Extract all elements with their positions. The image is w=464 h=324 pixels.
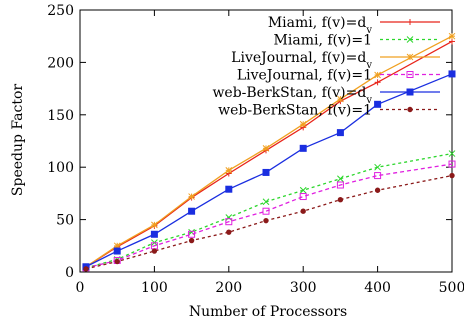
data-point	[374, 100, 382, 108]
legend-label-subscript: v	[365, 95, 372, 106]
data-point	[337, 196, 344, 203]
data-point	[113, 247, 121, 255]
data-point	[151, 248, 158, 254]
series-3	[82, 32, 456, 271]
data-point	[262, 207, 270, 215]
legend-label-text: LiveJournal, f(v)=d	[231, 50, 366, 66]
x-tick-label: 100	[141, 280, 168, 296]
data-point	[263, 217, 269, 224]
series-line	[85, 152, 453, 269]
legend-entry: LiveJournal, f(v)=1	[237, 68, 440, 84]
legend-label-subscript: v	[365, 60, 372, 71]
data-point	[448, 32, 456, 40]
data-point	[188, 230, 196, 238]
data-point	[188, 207, 196, 215]
data-point	[300, 208, 306, 214]
y-tick-label: 0	[65, 265, 74, 281]
data-point	[448, 150, 456, 157]
x-axis-label: Number of Processors	[189, 304, 347, 320]
data-point	[262, 144, 270, 152]
x-tick-label: 300	[290, 280, 317, 296]
data-point	[449, 172, 455, 179]
data-point	[374, 187, 381, 193]
x-tick-label: 400	[364, 280, 391, 296]
series-line	[85, 174, 453, 270]
x-tick-label: 500	[439, 280, 464, 296]
legend-entry: Miami, f(v)=dv	[268, 15, 440, 36]
data-point	[262, 198, 270, 206]
legend-label-text: web-BerkStan, f(v)=1	[218, 103, 372, 119]
data-point	[225, 218, 233, 226]
data-point	[374, 79, 381, 86]
data-point	[448, 70, 456, 78]
data-point	[406, 88, 414, 96]
data-point	[407, 19, 413, 25]
data-point	[299, 186, 307, 194]
data-point	[407, 106, 413, 113]
data-point	[262, 168, 270, 176]
series-line	[85, 40, 453, 268]
data-point	[374, 172, 382, 180]
legend-label-text: web-BerkStan, f(v)=d	[212, 85, 366, 101]
data-point	[299, 144, 307, 152]
legend-label: Miami, f(v)=1	[274, 33, 372, 49]
legend-entry: Miami, f(v)=1	[274, 33, 440, 49]
plot-border	[79, 9, 453, 273]
legend-label: Miami, f(v)=dv	[268, 15, 373, 36]
legend-label: LiveJournal, f(v)=1	[237, 68, 372, 84]
data-point	[374, 71, 381, 79]
data-point	[225, 166, 233, 174]
legend-label: web-BerkStan, f(v)=dv	[212, 85, 372, 106]
legend-label-text: Miami, f(v)=1	[274, 33, 372, 49]
legend-entry: web-BerkStan, f(v)=1	[218, 103, 440, 119]
plot-frame	[79, 9, 453, 273]
data-point	[448, 160, 456, 168]
data-point	[83, 266, 89, 272]
series-4	[82, 160, 456, 272]
data-point	[188, 193, 195, 200]
axis-ticks: 0 100 200 300 400 500 0 50 100 150 200 250	[47, 3, 464, 296]
y-tick-label: 150	[47, 108, 74, 124]
series-6	[83, 172, 455, 272]
legend-label-text: Miami, f(v)=d	[268, 15, 367, 31]
data-point	[225, 214, 233, 221]
series-line	[85, 163, 453, 269]
y-tick-label: 100	[47, 160, 74, 176]
legend-label: web-BerkStan, f(v)=1	[218, 103, 372, 119]
legend-label-text: LiveJournal, f(v)=1	[237, 68, 372, 84]
legend-entry: LiveJournal, f(v)=dv	[231, 50, 440, 71]
y-tick-label: 50	[56, 213, 74, 229]
data-point	[114, 258, 120, 265]
data-point	[337, 175, 344, 183]
data-point	[449, 38, 455, 45]
y-axis-label: Speedup Factor	[10, 84, 26, 197]
data-point	[336, 181, 344, 189]
data-point	[337, 95, 344, 103]
data-point	[225, 185, 233, 193]
data-point	[226, 229, 232, 235]
series-line	[85, 73, 453, 268]
data-point	[151, 221, 158, 229]
data-point	[299, 120, 307, 128]
legend-label: LiveJournal, f(v)=dv	[231, 50, 372, 71]
series-layer	[82, 32, 456, 272]
y-tick-label: 200	[47, 55, 74, 71]
x-tick-label: 200	[215, 280, 242, 296]
data-point	[150, 230, 158, 238]
legend-label-subscript: v	[365, 25, 372, 36]
data-point	[374, 163, 381, 171]
data-point	[406, 53, 414, 61]
data-point	[188, 237, 195, 244]
data-point	[406, 71, 414, 78]
series-line	[85, 35, 453, 268]
x-tick-label: 0	[76, 280, 85, 296]
y-tick-label: 250	[47, 3, 74, 19]
data-point	[299, 193, 307, 201]
data-point	[336, 129, 344, 137]
data-point	[406, 36, 414, 43]
legend-entry: web-BerkStan, f(v)=dv	[212, 85, 440, 106]
